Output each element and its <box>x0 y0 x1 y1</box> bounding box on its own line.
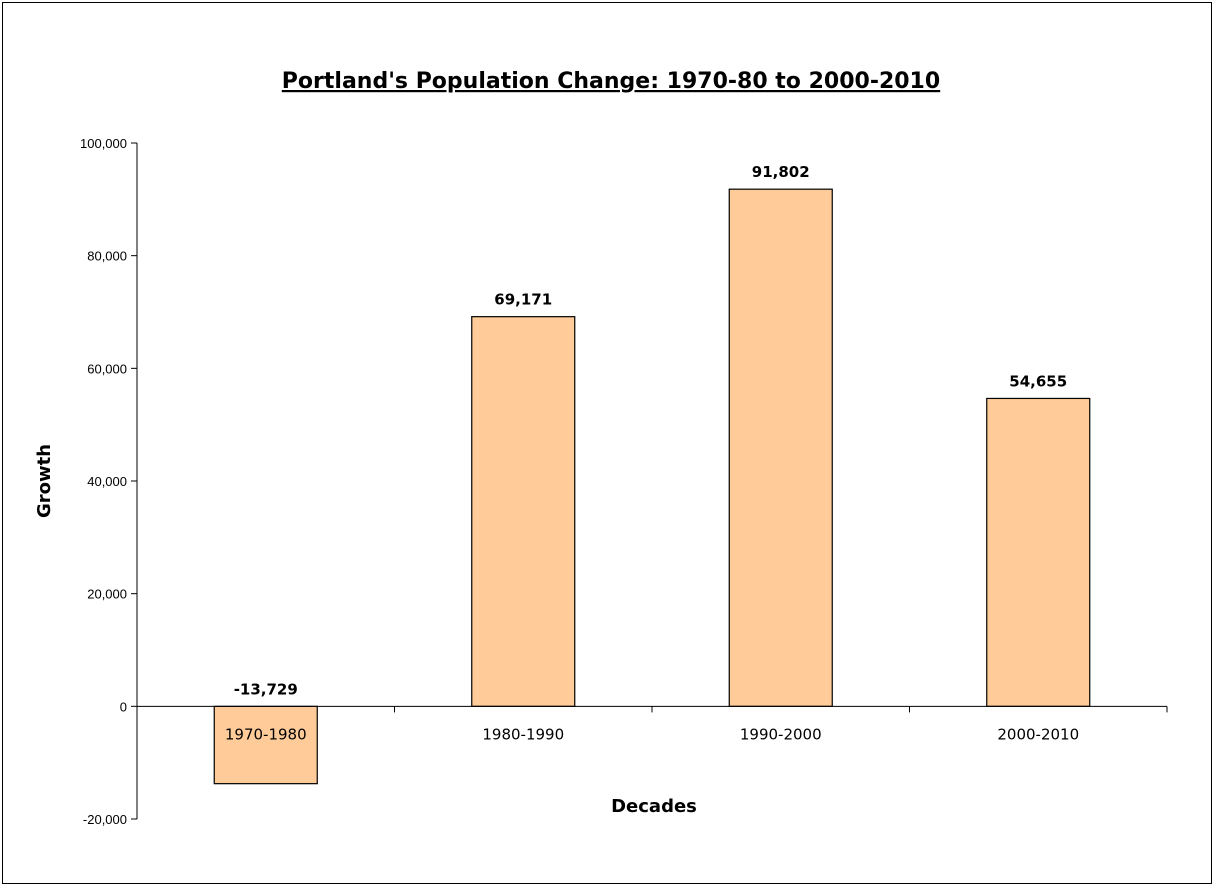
x-category-label: 2000-2010 <box>997 725 1079 743</box>
data-label: 54,655 <box>1009 372 1067 390</box>
chart-title: Portland's Population Change: 1970-80 to… <box>282 69 940 94</box>
y-tick-label: 20,000 <box>87 587 127 602</box>
bar <box>728 188 833 707</box>
data-label: 91,802 <box>752 163 810 181</box>
x-category-label: 1980-1990 <box>482 725 564 743</box>
bar <box>986 397 1091 707</box>
x-axis-title: Decades <box>611 796 697 817</box>
y-tick-label: -20,000 <box>83 812 127 827</box>
bar <box>213 705 318 785</box>
x-category-label: 1970-1980 <box>225 725 307 743</box>
y-tick-label: 40,000 <box>87 474 127 489</box>
y-axis-title: Growth <box>34 444 55 518</box>
plot-area: -20,000 0 20,000 40,000 60,000 80,000 100,000 1… <box>80 136 1168 827</box>
y-tick-label: 100,000 <box>80 136 127 151</box>
y-tick-label: 80,000 <box>87 249 127 264</box>
bar <box>471 316 576 707</box>
data-label: -13,729 <box>234 680 298 698</box>
y-tick-label: 0 <box>120 699 127 714</box>
x-category-label: 1990-2000 <box>740 725 822 743</box>
data-label: 69,171 <box>494 291 552 309</box>
y-tick-label: 60,000 <box>87 361 127 376</box>
